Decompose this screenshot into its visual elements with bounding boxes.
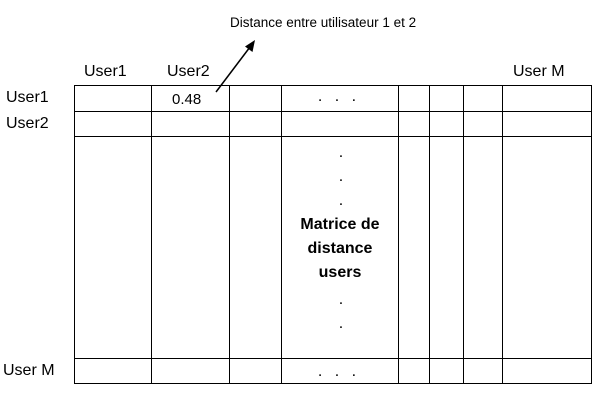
column-header-user1: User1 bbox=[84, 63, 127, 80]
row-header-userm: User M bbox=[3, 362, 55, 379]
cell-user1-user2: 0.48 bbox=[172, 91, 202, 108]
column-header-user2: User2 bbox=[167, 63, 210, 80]
annotation-arrow-head bbox=[245, 40, 255, 52]
vertical-dot: . bbox=[338, 192, 344, 209]
annotation-label: Distance entre utilisateur 1 et 2 bbox=[230, 15, 417, 30]
annotation-arrow-line bbox=[215, 46, 251, 93]
vertical-dot: . bbox=[338, 168, 344, 185]
row-header-user1: User1 bbox=[6, 89, 49, 106]
vertical-dot: . bbox=[338, 144, 344, 161]
rowm-ellipsis: . . . bbox=[317, 363, 361, 380]
center-label-line2: distance bbox=[307, 240, 373, 257]
vertical-dot: . bbox=[338, 315, 344, 332]
row-header-user2: User2 bbox=[6, 115, 49, 132]
row1-ellipsis: . . . bbox=[317, 88, 361, 105]
column-header-userm: User M bbox=[513, 63, 565, 80]
center-label-line3: users bbox=[318, 264, 362, 281]
center-label-line1: Matrice de bbox=[300, 216, 380, 233]
matrix-center-label: Matrice de distance users bbox=[280, 213, 400, 285]
matrix-border bbox=[74, 85, 592, 384]
vertical-dot: . bbox=[338, 291, 344, 308]
